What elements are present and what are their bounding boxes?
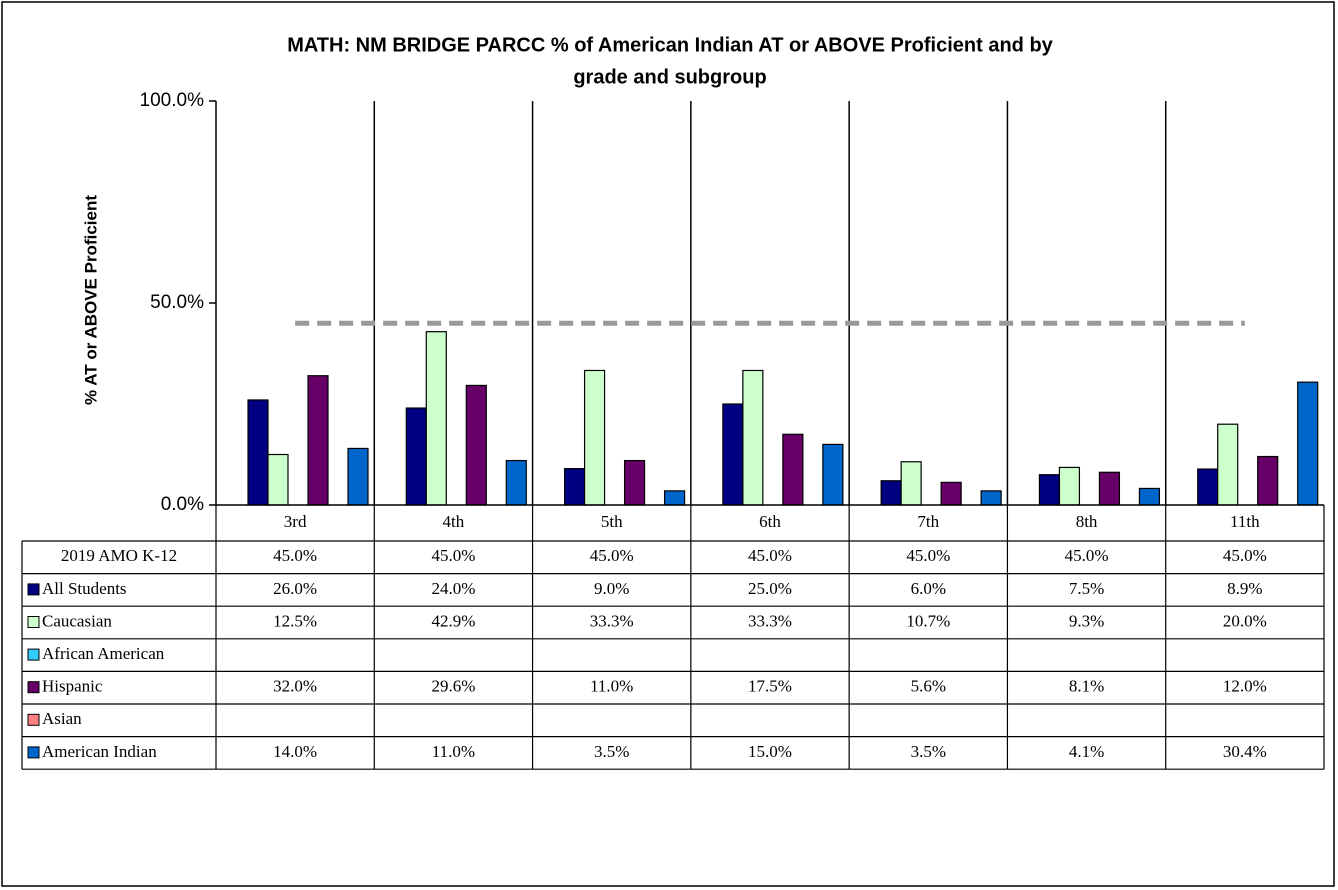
legend-label: 2019 AMO K-12 <box>61 546 177 565</box>
table-cell: 20.0% <box>1223 611 1267 630</box>
bar <box>722 403 744 506</box>
bar <box>900 461 922 506</box>
bar <box>1297 381 1319 506</box>
table-cell: 8.9% <box>1227 579 1262 598</box>
table-cell: 6.0% <box>911 579 946 598</box>
bar <box>822 443 844 506</box>
bar <box>405 407 427 506</box>
table-cell: 7.5% <box>1069 579 1104 598</box>
bar <box>663 490 686 506</box>
bar <box>267 453 289 506</box>
table-cell: 11.0% <box>432 742 475 761</box>
table-cell: 11.0% <box>590 677 633 696</box>
table-cell: 25.0% <box>748 579 792 598</box>
legend-key <box>27 713 40 726</box>
table-cell: 45.0% <box>1223 546 1267 565</box>
table-cell: 30.4% <box>1223 742 1267 761</box>
bar <box>583 369 606 506</box>
legend-key <box>27 648 40 661</box>
bar <box>247 399 269 506</box>
table-cell: 45.0% <box>906 546 950 565</box>
y-tick-label: 0.0% <box>161 494 204 515</box>
x-tick-label: 8th <box>1076 512 1098 531</box>
bar <box>563 468 586 506</box>
x-tick-label: 3rd <box>284 512 307 531</box>
bar <box>1217 423 1239 506</box>
bar <box>1138 487 1161 506</box>
legend-label: American Indian <box>42 742 157 761</box>
bar <box>623 459 646 506</box>
table-cell: 42.9% <box>431 611 475 630</box>
bar <box>425 331 447 506</box>
bar <box>742 369 764 506</box>
legend-key <box>27 746 40 759</box>
table-cell: 33.3% <box>590 611 634 630</box>
legend-label: Hispanic <box>42 677 103 696</box>
x-tick-label: 11th <box>1230 512 1260 531</box>
table-cell: 12.5% <box>273 611 317 630</box>
legend-label: Caucasian <box>42 611 112 630</box>
bar <box>1098 471 1121 506</box>
table-cell: 24.0% <box>431 579 475 598</box>
table-cell: 4.1% <box>1069 742 1104 761</box>
bar <box>1038 474 1061 506</box>
bar <box>782 433 804 506</box>
table-cell: 5.6% <box>911 677 946 696</box>
table-cell: 14.0% <box>273 742 317 761</box>
table-cell: 3.5% <box>911 742 946 761</box>
x-tick-label: 5th <box>601 512 623 531</box>
chart-title: grade and subgroup <box>573 66 766 88</box>
table-cell: 9.0% <box>594 579 629 598</box>
bar <box>505 459 527 506</box>
table-cell: 26.0% <box>273 579 317 598</box>
table-cell: 45.0% <box>273 546 317 565</box>
legend-label: All Students <box>42 579 127 598</box>
x-tick-label: 4th <box>443 512 465 531</box>
x-tick-label: 7th <box>917 512 939 531</box>
bar <box>940 481 962 506</box>
table-cell: 15.0% <box>748 742 792 761</box>
table-cell: 45.0% <box>748 546 792 565</box>
table-cell: 8.1% <box>1069 677 1104 696</box>
bar <box>1197 468 1219 506</box>
x-tick-label: 6th <box>759 512 781 531</box>
table-cell: 17.5% <box>748 677 792 696</box>
table-cell: 9.3% <box>1069 611 1104 630</box>
bar <box>1257 455 1279 506</box>
table-cell: 3.5% <box>594 742 629 761</box>
bar <box>465 384 487 506</box>
table-cell: 10.7% <box>906 611 950 630</box>
chart-title: MATH: NM BRIDGE PARCC % of American Indi… <box>287 34 1053 56</box>
legend-label: Asian <box>42 709 82 728</box>
bar <box>980 490 1002 506</box>
table-cell: 45.0% <box>1065 546 1109 565</box>
legend-key <box>27 616 40 628</box>
table-cell: 29.6% <box>431 677 475 696</box>
bar <box>880 480 902 506</box>
table-cell: 32.0% <box>273 677 317 696</box>
bar <box>1058 466 1081 506</box>
legend-key <box>27 583 40 596</box>
bar <box>347 447 369 506</box>
table-cell: 33.3% <box>748 611 792 630</box>
table-cell: 12.0% <box>1223 677 1267 696</box>
y-tick-label: 100.0% <box>140 90 205 111</box>
y-tick-label: 50.0% <box>150 292 204 313</box>
legend-key <box>27 681 40 694</box>
y-axis-label: % AT or ABOVE Proficient <box>81 195 100 405</box>
table-cell: 45.0% <box>590 546 634 565</box>
bar <box>307 375 329 506</box>
table-cell: 45.0% <box>431 546 475 565</box>
legend-label: African American <box>42 644 165 663</box>
